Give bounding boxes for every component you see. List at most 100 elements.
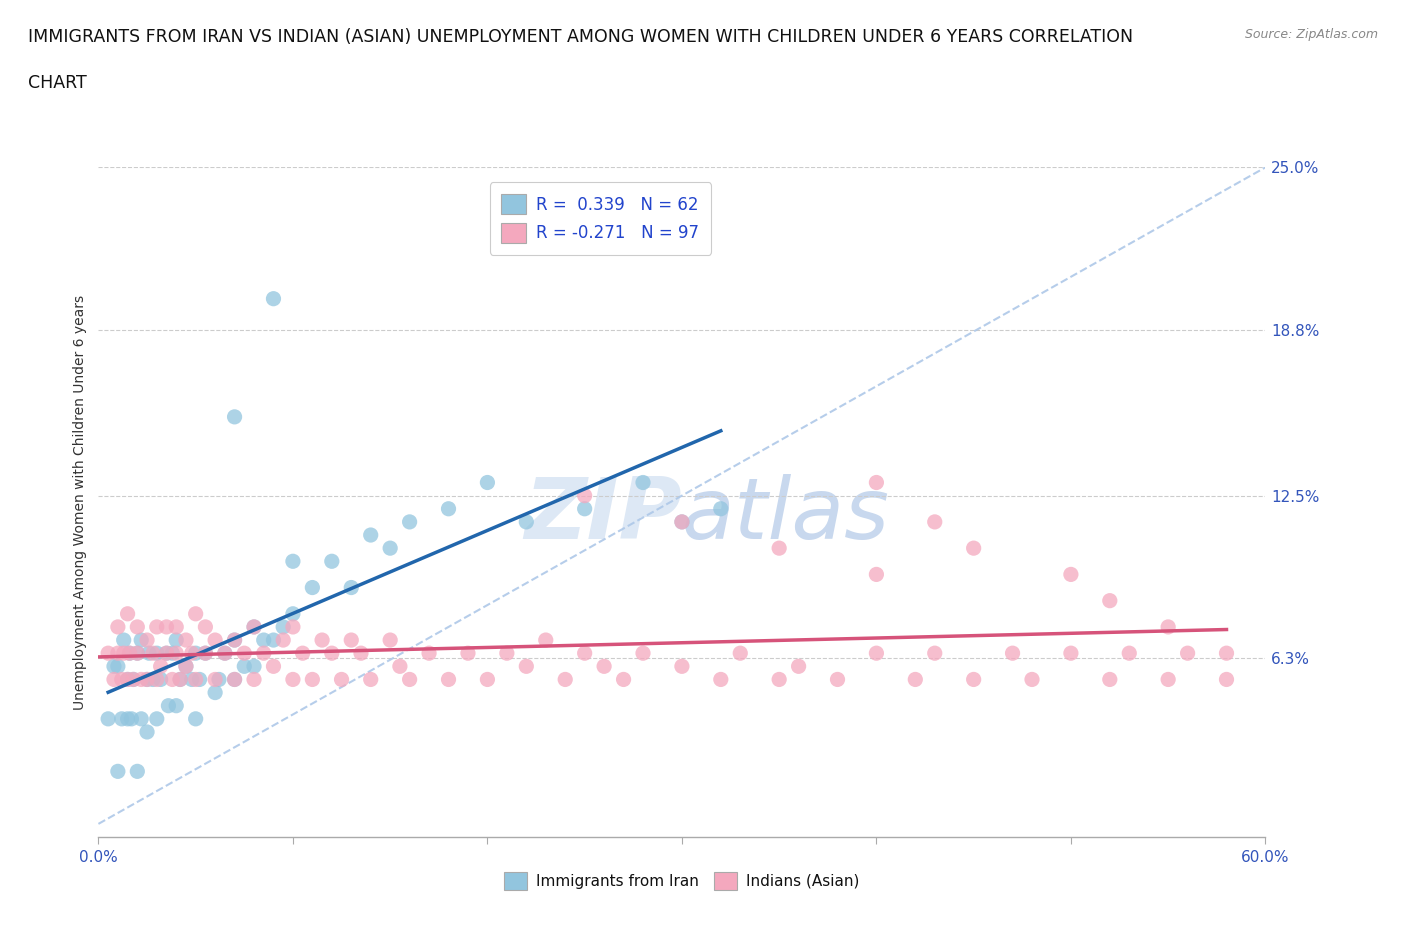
Point [865,645,887,660]
Point [107,658,129,673]
Point [117,606,139,621]
Point [437,672,460,687]
Point [142,672,165,687]
Y-axis label: Unemployment Among Women with Children Under 6 years: Unemployment Among Women with Children U… [73,295,87,710]
Point [574,501,596,516]
Point [233,658,256,673]
Point [112,632,135,647]
Point [321,554,343,569]
Point [281,672,304,687]
Point [107,764,129,778]
Point [118,645,141,660]
Point [127,645,149,660]
Point [97,645,120,660]
Point [180,672,202,687]
Text: Source: ZipAtlas.com: Source: ZipAtlas.com [1244,28,1378,41]
Point [574,645,596,660]
Point [122,672,145,687]
Point [149,658,172,673]
Point [214,645,236,660]
Point [281,606,304,621]
Point [146,619,169,634]
Point [340,632,363,647]
Point [631,645,654,660]
Point [1021,672,1043,687]
Point [271,619,294,634]
Point [477,672,499,687]
Point [496,645,519,660]
Point [904,672,927,687]
Point [112,645,135,660]
Point [136,672,159,687]
Point [924,645,946,660]
Point [515,514,537,529]
Point [129,711,152,726]
Point [138,645,160,660]
Point [301,672,323,687]
Point [281,554,304,569]
Point [671,658,693,673]
Text: IMMIGRANTS FROM IRAN VS INDIAN (ASIAN) UNEMPLOYMENT AMONG WOMEN WITH CHILDREN UN: IMMIGRANTS FROM IRAN VS INDIAN (ASIAN) U… [28,28,1133,46]
Point [253,645,276,660]
Point [117,672,139,687]
Point [1118,645,1140,660]
Point [380,632,402,647]
Point [291,645,314,660]
Point [155,619,177,634]
Point [281,619,304,634]
Point [224,672,246,687]
Point [865,475,887,490]
Point [111,672,134,687]
Point [146,711,169,726]
Point [243,619,266,634]
Point [613,672,636,687]
Point [127,764,149,778]
Point [1157,619,1180,634]
Point [1157,672,1180,687]
Point [1098,672,1121,687]
Point [515,658,537,673]
Point [710,672,733,687]
Point [149,672,172,687]
Point [787,658,810,673]
Point [253,632,276,647]
Point [194,645,217,660]
Point [204,632,226,647]
Point [174,658,197,673]
Point [165,619,187,634]
Point [398,672,420,687]
Point [184,711,207,726]
Point [457,645,479,660]
Point [1001,645,1024,660]
Point [1060,567,1083,582]
Point [165,698,187,713]
Point [122,672,145,687]
Point [107,645,129,660]
Point [360,672,382,687]
Point [1215,645,1237,660]
Point [710,501,733,516]
Text: CHART: CHART [28,74,87,92]
Point [97,711,120,726]
Point [208,672,231,687]
Point [162,645,184,660]
Point [437,501,460,516]
Point [184,606,207,621]
Point [194,645,217,660]
Point [107,619,129,634]
Point [262,291,284,306]
Point [165,645,187,660]
Point [1098,593,1121,608]
Point [924,514,946,529]
Point [554,672,576,687]
Point [142,645,165,660]
Legend: Immigrants from Iran, Indians (Asian): Immigrants from Iran, Indians (Asian) [498,866,866,897]
Point [157,698,180,713]
Point [224,632,246,647]
Point [103,672,125,687]
Point [155,645,177,660]
Point [214,645,236,660]
Point [311,632,333,647]
Point [962,672,984,687]
Text: atlas: atlas [682,474,890,557]
